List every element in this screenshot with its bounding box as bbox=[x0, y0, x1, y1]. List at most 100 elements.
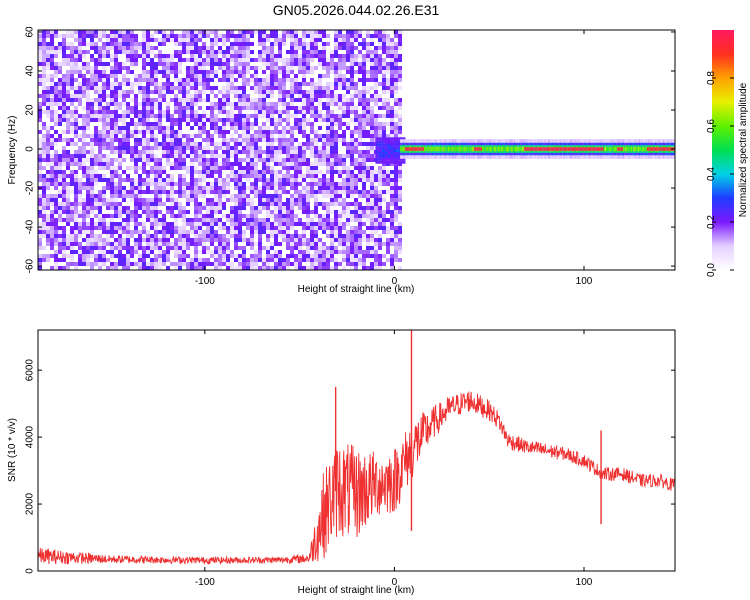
heatmap-cell bbox=[390, 226, 394, 230]
heatmap-cell bbox=[298, 98, 302, 102]
heatmap-cell bbox=[398, 126, 402, 130]
heatmap-cell bbox=[198, 178, 202, 182]
heatmap-cell bbox=[306, 158, 310, 162]
heatmap-cell bbox=[250, 262, 254, 266]
heatmap-cell bbox=[102, 34, 106, 38]
heatmap-cell bbox=[310, 186, 314, 190]
heatmap-cell bbox=[278, 186, 282, 190]
heatmap-cell bbox=[386, 102, 390, 106]
heatmap-cell bbox=[166, 254, 170, 258]
heatmap-cell bbox=[214, 190, 218, 194]
heatmap-cell bbox=[302, 158, 306, 162]
heatmap-cell bbox=[266, 54, 270, 58]
heatmap-cell bbox=[126, 102, 130, 106]
heatmap-cell bbox=[42, 258, 46, 262]
heatmap-cell bbox=[190, 190, 194, 194]
heatmap-cell bbox=[342, 154, 346, 158]
heatmap-cell bbox=[186, 98, 190, 102]
heatmap-cell bbox=[250, 166, 254, 170]
heatmap-cell bbox=[306, 50, 310, 54]
heatmap-cell bbox=[298, 162, 302, 166]
heatmap-cell bbox=[206, 246, 210, 250]
heatmap-cell bbox=[306, 222, 310, 226]
heatmap-cell bbox=[387, 140, 391, 144]
heatmap-cell bbox=[306, 146, 310, 150]
heatmap-cell bbox=[206, 78, 210, 82]
heatmap-cell bbox=[178, 90, 182, 94]
heatmap-cell bbox=[142, 142, 146, 146]
heatmap-cell bbox=[378, 234, 382, 238]
heatmap-cell bbox=[354, 202, 358, 206]
heatmap-cell bbox=[234, 38, 238, 42]
heatmap-cell bbox=[250, 254, 254, 258]
heatmap-cell bbox=[386, 206, 390, 210]
heatmap-cell bbox=[198, 262, 202, 266]
heatmap-cell bbox=[94, 66, 98, 70]
heatmap-cell bbox=[306, 206, 310, 210]
heatmap-cell bbox=[370, 174, 374, 178]
heatmap-cell bbox=[126, 122, 130, 126]
heatmap-cell bbox=[246, 54, 250, 58]
heatmap-cell bbox=[158, 222, 162, 226]
heatmap-cell bbox=[390, 162, 394, 166]
heatmap-cell bbox=[234, 198, 238, 202]
heatmap-cell bbox=[346, 218, 350, 222]
heatmap-cell bbox=[38, 110, 42, 114]
heatmap-cell bbox=[170, 114, 174, 118]
heatmap-cell bbox=[278, 226, 282, 230]
heatmap-cell bbox=[134, 250, 138, 254]
heatmap-cell bbox=[206, 146, 210, 150]
heatmap-cell bbox=[274, 262, 278, 266]
heatmap-cell bbox=[507, 146, 510, 152]
heatmap-cell bbox=[354, 262, 358, 266]
heatmap-cell bbox=[310, 82, 314, 86]
heatmap-cell bbox=[70, 238, 74, 242]
heatmap-cell bbox=[98, 90, 102, 94]
heatmap-cell bbox=[346, 210, 350, 214]
heatmap-cell bbox=[158, 94, 162, 98]
heatmap-cell bbox=[338, 194, 342, 198]
heatmap-cell bbox=[66, 42, 70, 46]
heatmap-cell bbox=[370, 170, 374, 174]
heatmap-cell bbox=[310, 114, 314, 118]
heatmap-cell bbox=[362, 210, 366, 214]
heatmap-cell bbox=[146, 90, 150, 94]
heatmap-cell bbox=[346, 54, 350, 58]
heatmap-cell bbox=[274, 250, 278, 254]
heatmap-cell bbox=[214, 162, 218, 166]
heatmap-cell bbox=[154, 142, 158, 146]
heatmap-cell bbox=[322, 214, 326, 218]
heatmap-cell bbox=[270, 118, 274, 122]
heatmap-cell bbox=[134, 130, 138, 134]
heatmap-cell bbox=[350, 62, 354, 66]
heatmap-cell bbox=[202, 158, 206, 162]
heatmap-cell bbox=[238, 202, 242, 206]
heatmap-cell bbox=[154, 254, 158, 258]
heatmap-cell bbox=[274, 30, 278, 34]
heatmap-cell bbox=[374, 30, 378, 34]
heatmap-cell bbox=[42, 166, 46, 170]
heatmap-cell bbox=[266, 238, 270, 242]
heatmap-cell bbox=[298, 122, 302, 126]
heatmap-cell bbox=[154, 166, 158, 170]
heatmap-cell bbox=[186, 58, 190, 62]
heatmap-cell bbox=[386, 246, 390, 250]
heatmap-cell bbox=[94, 262, 98, 266]
heatmap-cell bbox=[378, 198, 382, 202]
heatmap-cell bbox=[298, 218, 302, 222]
heatmap-cell bbox=[78, 166, 82, 170]
heatmap-cell bbox=[382, 130, 386, 134]
heatmap-cell bbox=[455, 146, 459, 152]
heatmap-cell bbox=[182, 142, 186, 146]
heatmap-cell bbox=[354, 254, 358, 258]
heatmap-cell bbox=[246, 218, 250, 222]
heatmap-cell bbox=[266, 138, 270, 142]
heatmap-cell bbox=[218, 226, 222, 230]
heatmap-cell bbox=[38, 230, 42, 234]
heatmap-cell bbox=[326, 106, 330, 110]
heatmap-cell bbox=[374, 190, 378, 194]
heatmap-cell bbox=[387, 151, 391, 155]
heatmap-cell bbox=[66, 238, 70, 242]
heatmap-cell bbox=[130, 230, 134, 234]
heatmap-cell bbox=[82, 78, 86, 82]
